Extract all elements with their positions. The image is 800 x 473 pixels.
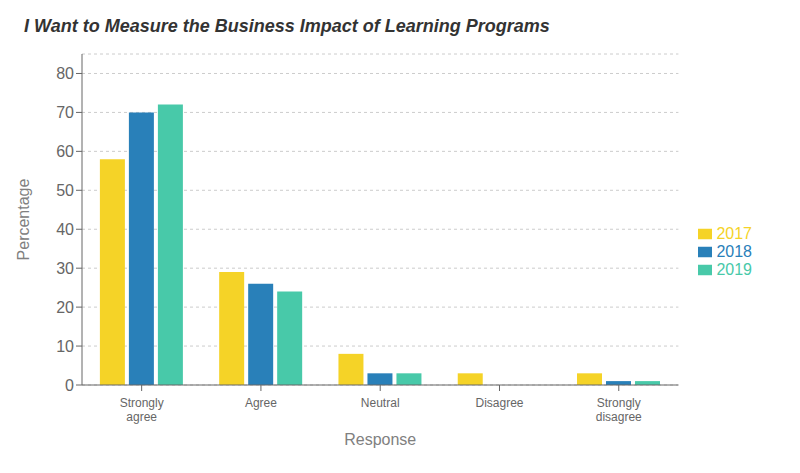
svg-text:70: 70 bbox=[56, 104, 74, 121]
svg-text:30: 30 bbox=[56, 260, 74, 277]
svg-text:Agree: Agree bbox=[245, 396, 277, 410]
html-text:2019: 2019 bbox=[716, 260, 752, 278]
html-text:I Want to Measure the Business: I Want to Measure the Business Impact of… bbox=[24, 16, 550, 36]
html-text:2017: 2017 bbox=[716, 224, 752, 242]
svg-text:Stronglydisagree: Stronglydisagree bbox=[596, 396, 642, 424]
svg-text:0: 0 bbox=[65, 377, 74, 394]
svg-text:Neutral: Neutral bbox=[361, 396, 400, 410]
svg-text:10: 10 bbox=[56, 338, 74, 355]
svg-text:20: 20 bbox=[56, 299, 74, 316]
html-text:2018: 2018 bbox=[716, 242, 752, 260]
svg-text:Percentage: Percentage bbox=[15, 178, 32, 260]
svg-text:Disagree: Disagree bbox=[475, 396, 523, 410]
svg-text:40: 40 bbox=[56, 221, 74, 238]
svg-text:Stronglyagree: Stronglyagree bbox=[120, 396, 164, 424]
svg-text:Response: Response bbox=[344, 431, 416, 448]
svg-text:80: 80 bbox=[56, 65, 74, 82]
svg-text:50: 50 bbox=[56, 182, 74, 199]
svg-text:60: 60 bbox=[56, 143, 74, 160]
